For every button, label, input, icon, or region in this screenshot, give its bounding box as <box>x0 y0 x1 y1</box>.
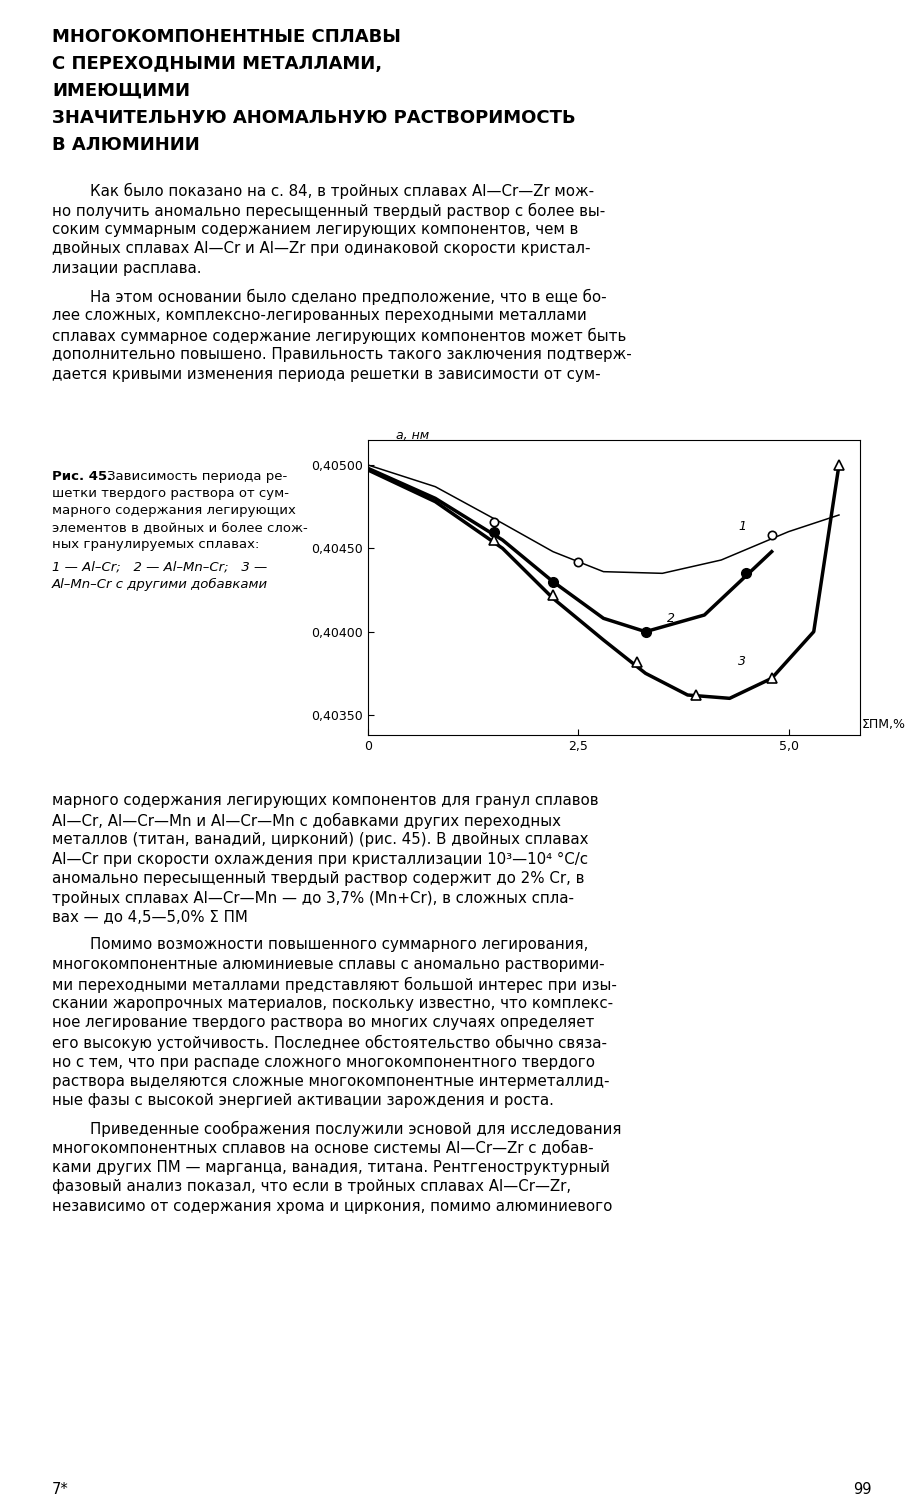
Text: марного содержания легирующих компонентов для гранул сплавов: марного содержания легирующих компоненто… <box>52 794 599 808</box>
Text: шетки твердого раствора от сум-: шетки твердого раствора от сум- <box>52 488 289 500</box>
Text: С ПЕРЕХОДНЫМИ МЕТАЛЛАМИ,: С ПЕРЕХОДНЫМИ МЕТАЛЛАМИ, <box>52 56 382 74</box>
Text: Как было показано на с. 84, в тройных сплавах Al—Cr—Zr мож-: Как было показано на с. 84, в тройных сп… <box>90 183 594 200</box>
Text: Al—Cr при скорости охлаждения при кристаллизации 10³—10⁴ °С/с: Al—Cr при скорости охлаждения при криста… <box>52 852 588 867</box>
Text: Зависимость периода ре-: Зависимость периода ре- <box>107 470 288 483</box>
Text: 1 — Al–Cr;   2 — Al–Mn–Cr;   3 —: 1 — Al–Cr; 2 — Al–Mn–Cr; 3 — <box>52 561 268 574</box>
Text: ное легирование твердого раствора во многих случаях определяет: ное легирование твердого раствора во мно… <box>52 1016 594 1031</box>
Text: многокомпонентных сплавов на основе системы Al—Cr—Zr с добав-: многокомпонентных сплавов на основе сист… <box>52 1140 593 1155</box>
Text: дополнительно повышено. Правильность такого заключения подтверж-: дополнительно повышено. Правильность так… <box>52 346 632 362</box>
Text: но с тем, что при распаде сложного многокомпонентного твердого: но с тем, что при распаде сложного много… <box>52 1054 595 1070</box>
Text: МНОГОКОМПОНЕНТНЫЕ СПЛАВЫ: МНОГОКОМПОНЕНТНЫЕ СПЛАВЫ <box>52 28 401 46</box>
Text: ные фазы с высокой энергией активации зарождения и роста.: ные фазы с высокой энергией активации за… <box>52 1094 554 1108</box>
Text: металлов (титан, ванадий, цирконий) (рис. 45). В двойных сплавах: металлов (титан, ванадий, цирконий) (рис… <box>52 833 589 848</box>
Text: Приведенные соображения послужили эсновой для исследования: Приведенные соображения послужили эсново… <box>90 1120 622 1137</box>
Text: 7*: 7* <box>52 1482 69 1497</box>
Text: но получить аномально пересыщенный твердый раствор с более вы-: но получить аномально пересыщенный тверд… <box>52 202 605 219</box>
Text: а, нм: а, нм <box>396 429 430 442</box>
Text: 2: 2 <box>666 612 674 626</box>
Text: лизации расплава.: лизации расплава. <box>52 261 201 276</box>
Text: лее сложных, комплексно-легированных переходными металлами: лее сложных, комплексно-легированных пер… <box>52 308 587 322</box>
Text: скании жаропрочных материалов, поскольку известно, что комплекс-: скании жаропрочных материалов, поскольку… <box>52 996 613 1011</box>
Text: Рис. 45.: Рис. 45. <box>52 470 112 483</box>
Text: 99: 99 <box>854 1482 872 1497</box>
Text: В АЛЮМИНИИ: В АЛЮМИНИИ <box>52 136 200 154</box>
Text: фазовый анализ показал, что если в тройных сплавах Al—Cr—Zr,: фазовый анализ показал, что если в тройн… <box>52 1179 571 1194</box>
Text: 3: 3 <box>738 656 746 668</box>
Text: независимо от содержания хрома и циркония, помимо алюминиевого: независимо от содержания хрома и циркони… <box>52 1198 612 1214</box>
Text: двойных сплавах Al—Cr и Al—Zr при одинаковой скорости кристал-: двойных сплавах Al—Cr и Al—Zr при одинак… <box>52 242 591 256</box>
Text: его высокую устойчивость. Последнее обстоятельство обычно связа-: его высокую устойчивость. Последнее обст… <box>52 1035 607 1052</box>
Text: вах — до 4,5—5,0% Σ ПМ: вах — до 4,5—5,0% Σ ПМ <box>52 910 248 926</box>
Text: ΣПМ,%: ΣПМ,% <box>862 718 906 730</box>
Text: ками других ПМ — марганца, ванадия, титана. Рентгеноструктурный: ками других ПМ — марганца, ванадия, тита… <box>52 1160 610 1174</box>
Text: тройных сплавах Al—Cr—Mn — до 3,7% (Mn+Cr), в сложных спла-: тройных сплавах Al—Cr—Mn — до 3,7% (Mn+C… <box>52 891 574 906</box>
Text: Al–Mn–Cr с другими добавками: Al–Mn–Cr с другими добавками <box>52 578 268 591</box>
Text: ЗНАЧИТЕЛЬНУЮ АНОМАЛЬНУЮ РАСТВОРИМОСТЬ: ЗНАЧИТЕЛЬНУЮ АНОМАЛЬНУЮ РАСТВОРИМОСТЬ <box>52 110 576 128</box>
Text: элементов в двойных и более слож-: элементов в двойных и более слож- <box>52 520 308 534</box>
Text: ных гранулируемых сплавах:: ных гранулируемых сплавах: <box>52 538 259 550</box>
Text: многокомпонентные алюминиевые сплавы с аномально растворими-: многокомпонентные алюминиевые сплавы с а… <box>52 957 604 972</box>
Text: марного содержания легирующих: марного содержания легирующих <box>52 504 296 518</box>
Text: Помимо возможности повышенного суммарного легирования,: Помимо возможности повышенного суммарног… <box>90 938 589 952</box>
Text: 1: 1 <box>738 520 746 532</box>
Text: аномально пересыщенный твердый раствор содержит до 2% Cr, в: аномально пересыщенный твердый раствор с… <box>52 871 584 886</box>
Text: Al—Cr, Al—Cr—Mn и Al—Cr—Mn с добавками других переходных: Al—Cr, Al—Cr—Mn и Al—Cr—Mn с добавками д… <box>52 813 561 828</box>
Text: ми переходными металлами представляют большой интерес при изы-: ми переходными металлами представляют бо… <box>52 976 617 993</box>
Text: дается кривыми изменения периода решетки в зависимости от сум-: дается кривыми изменения периода решетки… <box>52 366 601 381</box>
Text: На этом основании было сделано предположение, что в еще бо-: На этом основании было сделано предполож… <box>90 288 607 304</box>
Text: ИМЕЮЩИМИ: ИМЕЮЩИМИ <box>52 82 190 100</box>
Text: раствора выделяются сложные многокомпонентные интерметаллид-: раствора выделяются сложные многокомпоне… <box>52 1074 610 1089</box>
Text: соким суммарным содержанием легирующих компонентов, чем в: соким суммарным содержанием легирующих к… <box>52 222 578 237</box>
Text: сплавах суммарное содержание легирующих компонентов может быть: сплавах суммарное содержание легирующих … <box>52 327 626 344</box>
